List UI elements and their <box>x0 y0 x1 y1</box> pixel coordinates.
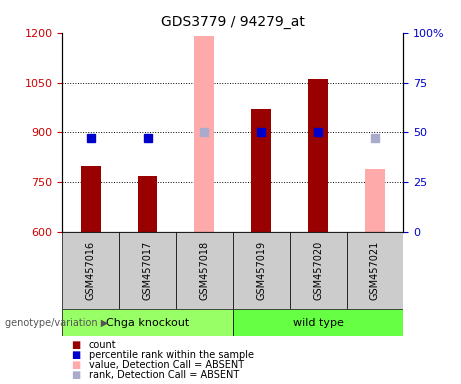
Bar <box>81 166 100 232</box>
Bar <box>195 36 214 232</box>
Text: GSM457021: GSM457021 <box>370 241 380 300</box>
Bar <box>290 232 347 309</box>
Bar <box>233 232 290 309</box>
Bar <box>347 232 403 309</box>
Text: value, Detection Call = ABSENT: value, Detection Call = ABSENT <box>89 360 244 370</box>
Text: GSM457016: GSM457016 <box>86 241 96 300</box>
Text: rank, Detection Call = ABSENT: rank, Detection Call = ABSENT <box>89 370 239 380</box>
Bar <box>62 309 233 336</box>
Bar <box>119 232 176 309</box>
Text: genotype/variation ▶: genotype/variation ▶ <box>5 318 108 328</box>
Bar <box>62 232 119 309</box>
Text: ■: ■ <box>71 340 81 350</box>
Text: Chga knockout: Chga knockout <box>106 318 189 328</box>
Text: ■: ■ <box>71 360 81 370</box>
Text: GSM457018: GSM457018 <box>199 241 209 300</box>
Text: GSM457019: GSM457019 <box>256 241 266 300</box>
Bar <box>251 109 271 232</box>
Bar <box>176 232 233 309</box>
Text: ■: ■ <box>71 350 81 360</box>
Text: ■: ■ <box>71 370 81 380</box>
Bar <box>233 309 403 336</box>
Text: GSM457017: GSM457017 <box>142 241 153 300</box>
Text: wild type: wild type <box>293 318 343 328</box>
Bar <box>137 176 158 232</box>
Text: count: count <box>89 340 117 350</box>
Title: GDS3779 / 94279_at: GDS3779 / 94279_at <box>161 15 305 29</box>
Bar <box>308 79 328 232</box>
Bar <box>365 169 385 232</box>
Text: percentile rank within the sample: percentile rank within the sample <box>89 350 254 360</box>
Text: GSM457020: GSM457020 <box>313 241 323 300</box>
